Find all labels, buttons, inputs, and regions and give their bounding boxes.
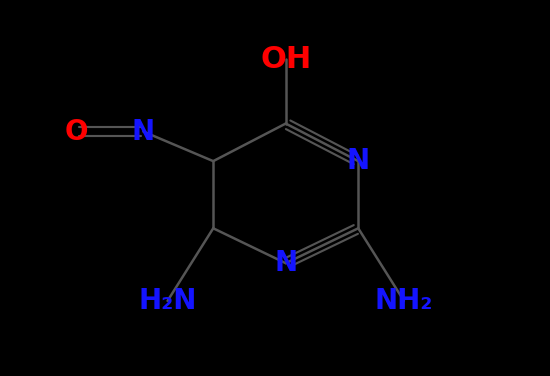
Text: NH₂: NH₂ (375, 287, 433, 315)
Text: O: O (64, 118, 88, 146)
Text: N: N (274, 249, 298, 277)
Text: N: N (346, 147, 370, 175)
Text: N: N (132, 118, 155, 146)
Text: H₂N: H₂N (139, 287, 197, 315)
Text: OH: OH (260, 45, 311, 74)
